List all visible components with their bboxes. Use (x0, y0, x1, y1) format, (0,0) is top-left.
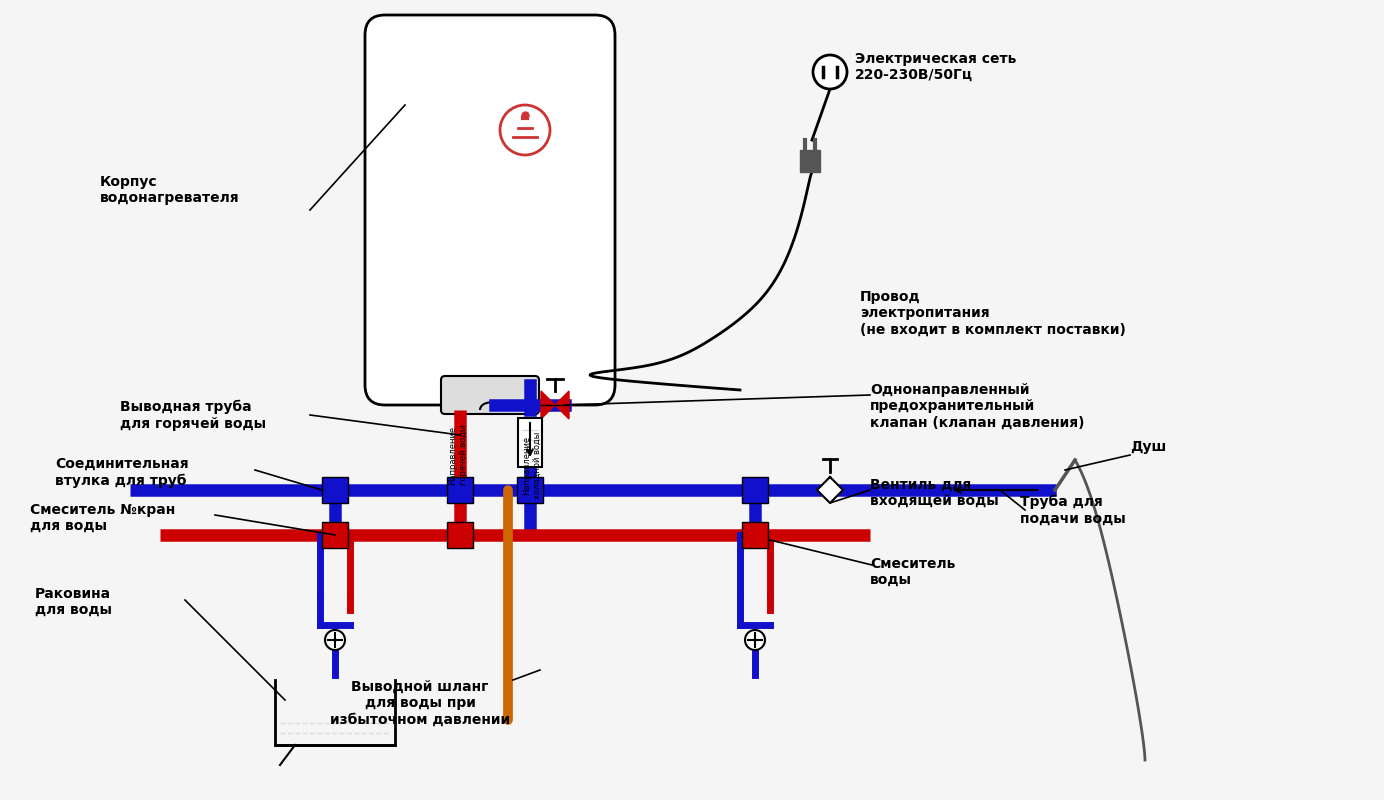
Bar (742, 522, 768, 548)
Text: Однонаправленный
предохранительный
клапан (клапан давления): Однонаправленный предохранительный клапа… (871, 383, 1085, 430)
Bar (447, 477, 473, 503)
Text: Направление
холодной воды: Направление холодной воды (522, 431, 541, 498)
Text: Труба для
подачи воды: Труба для подачи воды (1020, 495, 1125, 526)
Circle shape (325, 630, 345, 650)
Text: Выводной шланг
для воды при
избыточном давлении: Выводной шланг для воды при избыточном д… (329, 680, 511, 726)
Text: Смеситель №кран
для воды: Смеситель №кран для воды (30, 503, 176, 533)
Text: Провод
электропитания
(не входит в комплект поставки): Провод электропитания (не входит в компл… (859, 290, 1125, 336)
Text: Корпус
водонагревателя: Корпус водонагревателя (100, 175, 239, 206)
Text: Направление
горячей воды: Направление горячей воды (448, 425, 468, 486)
Text: Душ: Душ (1129, 440, 1167, 454)
FancyBboxPatch shape (365, 15, 614, 405)
Bar (518, 477, 543, 503)
Bar (322, 522, 347, 548)
Circle shape (812, 55, 847, 89)
Text: Соединительная
втулка для труб: Соединительная втулка для труб (55, 457, 188, 487)
Circle shape (500, 105, 549, 155)
Text: Смеситель
воды: Смеситель воды (871, 557, 955, 587)
Text: Раковина
для воды: Раковина для воды (35, 587, 112, 618)
Polygon shape (800, 150, 819, 172)
Text: Выводная труба
для горячей воды: Выводная труба для горячей воды (120, 400, 266, 430)
Text: Электрическая сеть
220-230В/50Гц: Электрическая сеть 220-230В/50Гц (855, 52, 1016, 82)
Bar (322, 477, 347, 503)
FancyBboxPatch shape (441, 376, 538, 414)
Polygon shape (555, 391, 569, 419)
Polygon shape (541, 391, 555, 419)
Polygon shape (817, 477, 843, 503)
Bar (447, 522, 473, 548)
Circle shape (745, 630, 765, 650)
FancyBboxPatch shape (518, 418, 543, 467)
Bar (742, 477, 768, 503)
Text: Вентиль для
входящей воды: Вентиль для входящей воды (871, 478, 999, 508)
